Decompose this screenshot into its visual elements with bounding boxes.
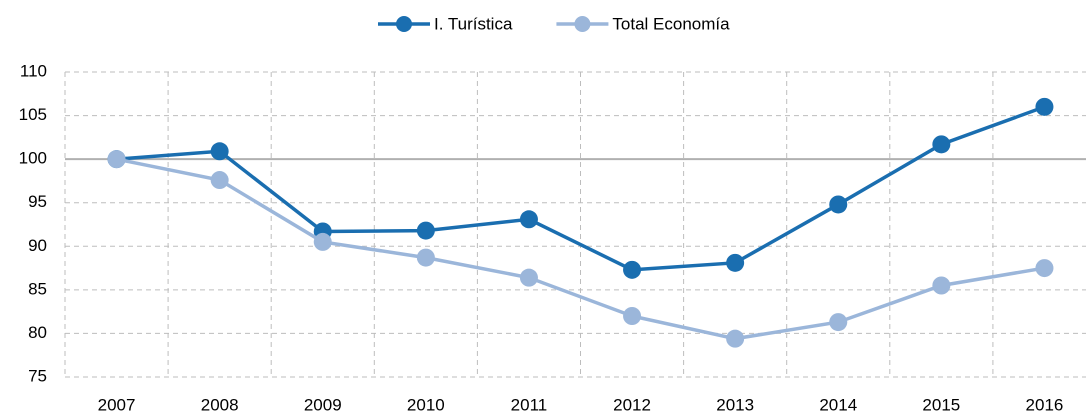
x-tick-label: 2013 xyxy=(716,395,754,414)
y-tick-label: 110 xyxy=(20,61,47,80)
y-tick-label: 90 xyxy=(28,236,47,255)
y-tick-label: 100 xyxy=(19,149,47,168)
point xyxy=(210,171,229,190)
legend-marker xyxy=(574,16,591,32)
point xyxy=(726,253,745,272)
point xyxy=(519,268,538,287)
point xyxy=(623,307,642,325)
point xyxy=(829,195,848,214)
x-tick-label: 2011 xyxy=(511,395,548,414)
point xyxy=(210,142,229,161)
point xyxy=(313,232,332,251)
x-tick-label: 2009 xyxy=(304,395,342,414)
y-tick-label: 95 xyxy=(28,192,47,211)
point xyxy=(519,210,538,229)
legend-label: Total Economía xyxy=(612,14,730,33)
point xyxy=(829,313,848,332)
x-tick-label: 2008 xyxy=(201,395,239,414)
point xyxy=(932,135,951,154)
y-tick-label: 85 xyxy=(28,279,47,298)
series-line xyxy=(116,157,1045,341)
point xyxy=(1035,97,1054,116)
point xyxy=(932,276,951,295)
x-tick-label: 2010 xyxy=(407,395,445,414)
y-tick-label: 105 xyxy=(19,105,47,124)
series-line xyxy=(116,105,1046,272)
x-tick-label: 2012 xyxy=(613,395,651,414)
point xyxy=(726,329,745,348)
point xyxy=(416,248,435,267)
legend-marker xyxy=(396,16,412,32)
point xyxy=(416,221,435,240)
point xyxy=(623,260,642,279)
point xyxy=(107,150,126,169)
x-tick-label: 2007 xyxy=(98,395,136,414)
legend-label: I. Turística xyxy=(434,14,513,33)
x-tick-label: 2014 xyxy=(819,395,857,414)
x-tick-label: 2016 xyxy=(1026,395,1064,414)
point xyxy=(1035,259,1054,278)
x-tick-label: 2015 xyxy=(922,395,960,414)
y-tick-label: 80 xyxy=(28,323,47,342)
y-tick-label: 75 xyxy=(28,366,47,385)
